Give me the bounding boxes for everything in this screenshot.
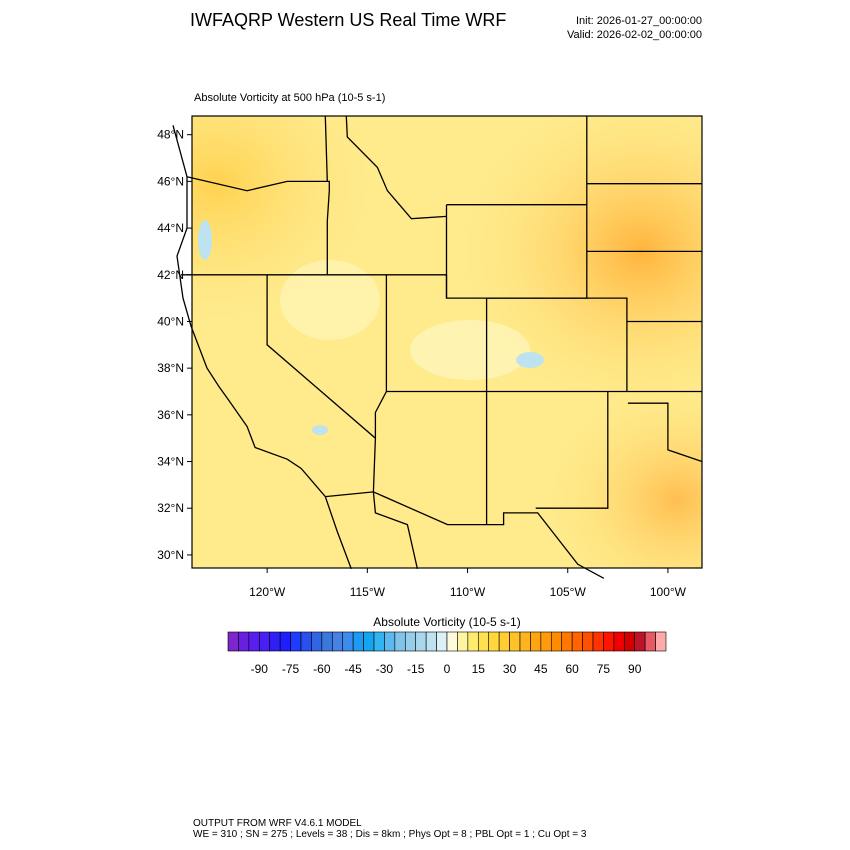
lat-tick-label: 38°N: [157, 361, 184, 375]
lon-tick-label: 100°W: [650, 585, 687, 599]
colorbar-box: [394, 631, 406, 652]
colorbar-box: [613, 631, 625, 652]
colorbar-box: [238, 631, 250, 652]
colorbar-box: [498, 631, 510, 652]
border: [372, 491, 419, 570]
colorbar-box: [321, 631, 333, 652]
lat-tick-label: 42°N: [157, 268, 184, 282]
colorbar-tick-label: -90: [251, 662, 269, 676]
lat-tick-label: 36°N: [157, 408, 184, 422]
lon-tick-label: 110°W: [450, 585, 486, 599]
border: [486, 297, 628, 392]
map-field: [192, 116, 702, 568]
colorbar-box: [634, 631, 646, 652]
border: [172, 125, 352, 570]
colorbar-tick-label: 60: [565, 662, 579, 676]
border: [374, 274, 388, 439]
lat-tick-label: 46°N: [157, 174, 184, 188]
colorbar-box: [363, 631, 375, 652]
colorbar-box: [550, 631, 563, 652]
colorbar-tick-label: 15: [472, 662, 486, 676]
border: [325, 491, 605, 579]
lon-tick-label: 120°W: [249, 585, 286, 599]
lat-tick-label: 48°N: [157, 128, 184, 142]
colorbar-box: [248, 631, 260, 652]
colorbar-title: Absolute Vorticity (10-5 s-1): [373, 615, 520, 629]
colorbar-box: [279, 631, 291, 652]
borders: [172, 115, 703, 579]
colorbar-box: [269, 631, 281, 652]
init-time: Init: 2026-01-27_00:00:00: [576, 15, 702, 27]
lon-tick-label: 115°W: [350, 585, 386, 599]
colorbar-box: [342, 631, 354, 652]
colorbar-tick-label: -15: [407, 662, 425, 676]
colorbar-tick-label: 30: [503, 662, 517, 676]
colorbar-tick-label: -60: [313, 662, 331, 676]
colorbar-box: [300, 631, 312, 652]
colorbar-box: [644, 631, 656, 652]
colorbar-box: [623, 631, 636, 652]
field-shade: [198, 220, 212, 260]
colorbar-tick-label: 45: [534, 662, 548, 676]
lat-tick-label: 30°N: [157, 548, 184, 562]
colorbar-box: [488, 631, 500, 652]
colorbar-tick-label: 0: [444, 662, 451, 676]
colorbar-box: [540, 631, 552, 652]
colorbar-box: [530, 631, 542, 652]
colorbar-tick-label: -75: [282, 662, 300, 676]
colorbar-box: [227, 631, 239, 652]
border: [324, 115, 328, 182]
colorbar-box: [352, 631, 364, 652]
field-shade: [410, 320, 530, 380]
colorbar-box: [655, 631, 667, 652]
border: [345, 115, 447, 220]
subtitle: Absolute Vorticity at 500 hPa (10-5 s-1): [194, 92, 385, 104]
colorbar-box: [311, 631, 323, 652]
colorbar-box: [436, 631, 448, 652]
field-shade: [312, 425, 328, 435]
colorbar-box: [509, 631, 521, 652]
colorbar: -90 -75 -60 -45 -30 -15 0 15 30 45 60 75 90: [227, 631, 667, 676]
colorbar-tick-label: 90: [628, 662, 642, 676]
colorbar-box: [592, 631, 604, 652]
colorbar-tick-label: 75: [597, 662, 611, 676]
lat-tick-label: 34°N: [157, 455, 184, 469]
colorbar-box: [446, 631, 458, 652]
footer-line: OUTPUT FROM WRF V4.6.1 MODEL: [193, 818, 362, 829]
border: [186, 176, 330, 275]
colorbar-box: [467, 631, 479, 652]
field-shade: [516, 352, 544, 368]
colorbar-box: [415, 631, 427, 652]
axes: 48°N 46°N 44°N 42°N 40°N 38°N 36°N 34°N 32°N 30°N…: [157, 128, 686, 599]
colorbar-tick-label: -30: [376, 662, 394, 676]
colorbar-tick-label: -45: [344, 662, 362, 676]
title: IWFAQRP Western US Real Time WRF: [190, 10, 506, 30]
map-frame: [191, 115, 703, 569]
lon-tick-label: 105°W: [550, 585, 587, 599]
colorbar-box: [404, 631, 417, 652]
colorbar-box: [425, 631, 437, 652]
field-shade: [280, 260, 380, 340]
colorbar-box: [603, 631, 615, 652]
colorbar-box: [290, 631, 302, 652]
colorbar-box: [384, 631, 396, 652]
colorbar-box: [373, 631, 385, 652]
colorbar-box: [561, 631, 573, 652]
lat-tick-label: 32°N: [157, 501, 184, 515]
border: [535, 391, 609, 509]
colorbar-box: [457, 631, 469, 652]
border: [266, 274, 377, 492]
lat-tick-label: 40°N: [157, 314, 184, 328]
border: [627, 402, 703, 463]
colorbar-box: [582, 631, 594, 652]
colorbar-box: [331, 631, 344, 652]
valid-time: Valid: 2026-02-02_00:00:00: [567, 29, 702, 41]
footer-line: WE = 310 ; SN = 275 ; Levels = 38 ; Dis …: [193, 829, 587, 840]
colorbar-box: [519, 631, 531, 652]
colorbar-box: [477, 631, 490, 652]
colorbar-box: [258, 631, 271, 652]
lat-tick-label: 44°N: [157, 221, 184, 235]
colorbar-box: [571, 631, 583, 652]
